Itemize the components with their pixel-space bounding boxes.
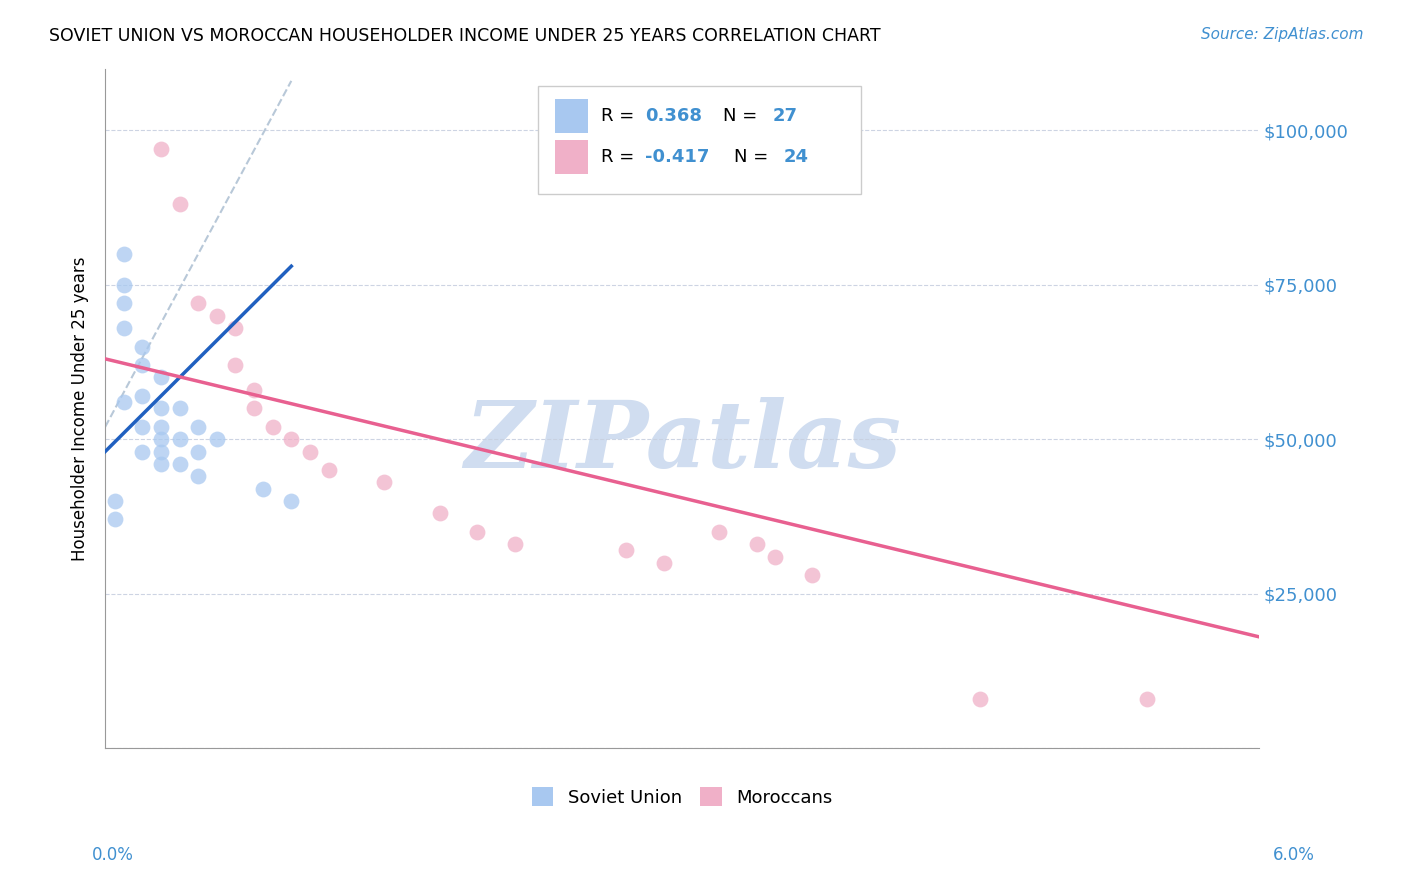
Point bbox=[429, 506, 451, 520]
Point bbox=[652, 556, 675, 570]
Point bbox=[169, 401, 191, 416]
Point bbox=[150, 401, 173, 416]
Bar bbox=[555, 99, 588, 133]
Text: -0.417: -0.417 bbox=[645, 148, 710, 166]
Y-axis label: Householder Income Under 25 years: Householder Income Under 25 years bbox=[72, 256, 89, 560]
Text: 24: 24 bbox=[783, 148, 808, 166]
Text: N =: N = bbox=[723, 107, 762, 125]
Point bbox=[131, 419, 153, 434]
Point bbox=[745, 537, 768, 551]
Point bbox=[131, 444, 153, 458]
Point bbox=[801, 568, 824, 582]
Point bbox=[169, 197, 191, 211]
Point bbox=[187, 469, 209, 483]
Text: R =: R = bbox=[602, 148, 640, 166]
Point bbox=[467, 524, 489, 539]
Point bbox=[1136, 691, 1159, 706]
Text: Source: ZipAtlas.com: Source: ZipAtlas.com bbox=[1201, 27, 1364, 42]
Point bbox=[252, 482, 274, 496]
Point bbox=[318, 463, 340, 477]
Point bbox=[262, 419, 284, 434]
Point bbox=[187, 419, 209, 434]
Point bbox=[150, 444, 173, 458]
Point bbox=[205, 432, 228, 446]
Legend: Soviet Union, Moroccans: Soviet Union, Moroccans bbox=[524, 780, 839, 814]
Text: R =: R = bbox=[602, 107, 640, 125]
Point bbox=[187, 296, 209, 310]
Text: SOVIET UNION VS MOROCCAN HOUSEHOLDER INCOME UNDER 25 YEARS CORRELATION CHART: SOVIET UNION VS MOROCCAN HOUSEHOLDER INC… bbox=[49, 27, 880, 45]
Text: ZIPatlas: ZIPatlas bbox=[464, 397, 901, 487]
Point bbox=[150, 419, 173, 434]
Point bbox=[131, 339, 153, 353]
Point bbox=[614, 543, 637, 558]
Text: N =: N = bbox=[734, 148, 775, 166]
Point bbox=[224, 358, 246, 372]
Text: 6.0%: 6.0% bbox=[1272, 846, 1315, 863]
Text: 27: 27 bbox=[772, 107, 797, 125]
Point bbox=[112, 277, 135, 292]
Point bbox=[112, 395, 135, 409]
Point bbox=[150, 457, 173, 471]
Point bbox=[131, 358, 153, 372]
Point bbox=[373, 475, 395, 490]
Point bbox=[112, 321, 135, 335]
Point bbox=[150, 432, 173, 446]
Point bbox=[503, 537, 526, 551]
Point bbox=[169, 432, 191, 446]
FancyBboxPatch shape bbox=[538, 86, 860, 194]
Point bbox=[169, 457, 191, 471]
Point bbox=[112, 247, 135, 261]
Point bbox=[150, 370, 173, 384]
Point bbox=[103, 494, 125, 508]
Point bbox=[969, 691, 991, 706]
Point bbox=[131, 389, 153, 403]
Point bbox=[243, 383, 266, 397]
Point bbox=[280, 432, 302, 446]
Point bbox=[709, 524, 731, 539]
Bar bbox=[555, 140, 588, 174]
Point bbox=[224, 321, 246, 335]
Point bbox=[763, 549, 786, 564]
Point bbox=[298, 444, 321, 458]
Point bbox=[112, 296, 135, 310]
Point bbox=[103, 512, 125, 526]
Point bbox=[187, 444, 209, 458]
Point bbox=[150, 142, 173, 156]
Point bbox=[243, 401, 266, 416]
Point bbox=[280, 494, 302, 508]
Point bbox=[205, 309, 228, 323]
Text: 0.368: 0.368 bbox=[645, 107, 702, 125]
Text: 0.0%: 0.0% bbox=[91, 846, 134, 863]
